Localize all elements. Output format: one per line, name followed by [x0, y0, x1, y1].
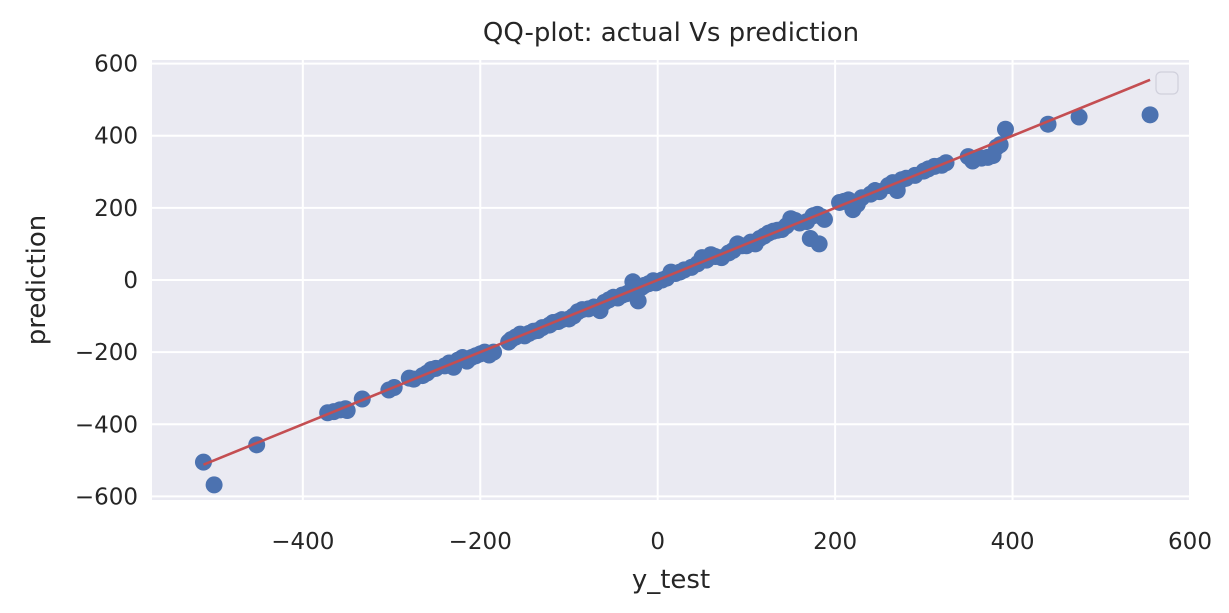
y-tick-label: −600: [75, 484, 138, 510]
data-point: [1070, 108, 1088, 126]
y-tick-label: 0: [123, 268, 138, 294]
y-tick-label: −400: [75, 412, 138, 438]
data-point: [1141, 106, 1159, 124]
y-tick-label: 200: [94, 196, 138, 222]
data-point: [810, 235, 828, 253]
y-axis-ticks: −600 −400 −200 0 200 400 600: [75, 52, 138, 511]
legend-box: [1155, 71, 1179, 95]
x-tick-label: 600: [1168, 529, 1212, 555]
data-point: [996, 120, 1014, 138]
x-axis-ticks: −400 −200 0 200 400 600: [271, 529, 1212, 555]
x-tick-label: 200: [813, 529, 857, 555]
data-point: [205, 476, 223, 494]
y-tick-label: −200: [75, 340, 138, 366]
x-axis-label: y_test: [632, 565, 710, 595]
data-point: [991, 136, 1009, 154]
y-tick-label: 400: [94, 124, 138, 150]
x-tick-label: 400: [991, 529, 1035, 555]
chart-title: QQ-plot: actual Vs prediction: [483, 18, 859, 48]
y-tick-label: 600: [94, 52, 138, 78]
y-axis-label: prediction: [22, 215, 52, 345]
x-tick-label: −200: [449, 529, 512, 555]
reference-line: [202, 78, 1151, 466]
x-tick-label: −400: [271, 529, 334, 555]
data-point: [338, 402, 356, 420]
x-tick-label: 0: [650, 529, 665, 555]
data-point: [629, 292, 647, 310]
data-point: [194, 453, 212, 471]
